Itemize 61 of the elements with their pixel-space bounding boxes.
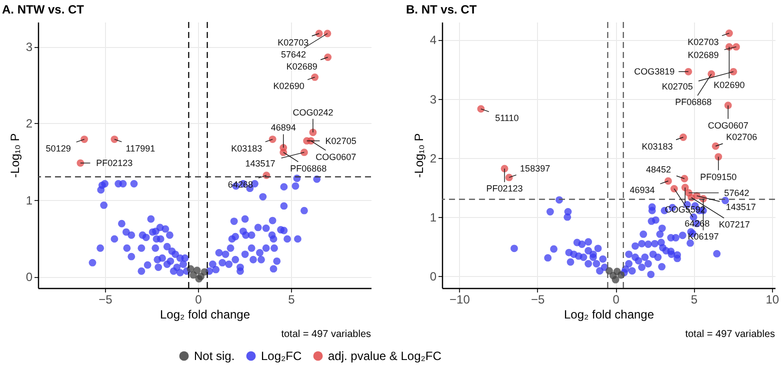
annotation: K02706: [726, 132, 758, 142]
text: total = 497 variables: [281, 329, 371, 340]
annotation: 48452: [646, 164, 671, 175]
annotation: K02689: [688, 50, 719, 60]
annotation: 143517: [245, 158, 276, 168]
annotation: PF06868: [290, 163, 327, 174]
annotation: K02703: [688, 37, 719, 48]
y-tick-label: 4: [430, 33, 437, 48]
annotation: K02705: [662, 82, 693, 92]
y-tick-label: 0: [26, 270, 33, 284]
annotation: 50129: [46, 143, 71, 154]
x-axis-title: Log₂ fold change: [564, 308, 654, 322]
annotation: K02705: [325, 136, 356, 146]
annotation: COG0242: [292, 107, 334, 118]
annotation: 57642: [724, 188, 750, 198]
y-tick-label: 3: [26, 40, 33, 54]
annotation: K03183: [642, 141, 673, 152]
y-axis-title: -Log₁₀ P: [412, 133, 426, 178]
annotation: 158397: [520, 163, 550, 174]
annotation: K02689: [286, 61, 318, 72]
y-tick-label: 2: [26, 116, 33, 131]
y-axis-title: -Log₁₀ P: [8, 133, 22, 178]
x-tick-label: −10: [450, 292, 470, 306]
annotation: K02703: [278, 38, 309, 48]
annotation: COG0607: [316, 152, 356, 162]
annotation: PF02123: [486, 184, 523, 194]
y-tick-label: 1: [26, 193, 33, 208]
chart-title: A. NTW vs. CT: [2, 2, 85, 16]
annotation: 46934: [630, 185, 655, 196]
y-tick-label: 2: [430, 151, 437, 166]
x-tick-label: 0: [612, 292, 620, 306]
x-tick-label: −5: [98, 292, 113, 306]
annotation: 46894: [270, 122, 296, 133]
y-tick-label: 3: [430, 92, 437, 106]
annotation: K02690: [273, 81, 304, 92]
annotation: PF06868: [675, 97, 712, 108]
annotation: 117991: [126, 143, 156, 154]
annotation: K06197: [688, 232, 719, 242]
x-tick-label: 10: [766, 292, 780, 306]
x-tick-label: 5: [690, 292, 698, 306]
x-tick-label: −5: [531, 292, 546, 306]
annotation: K03183: [231, 143, 262, 154]
annotation: PF09150: [700, 172, 737, 182]
annotation: 143517: [726, 202, 756, 212]
annotation: K07217: [718, 220, 750, 230]
legend-label: adj. pvalue & Log₂FC: [328, 349, 442, 363]
x-tick-label: 0: [195, 292, 202, 306]
annotation: COG0607: [708, 120, 748, 130]
annotation: K02690: [714, 80, 745, 90]
y-tick-label: 1: [430, 210, 437, 225]
annotation: 51110: [495, 112, 519, 123]
x-tick-label: 5: [288, 292, 296, 306]
x-axis-title: Log₂ fold change: [160, 308, 250, 322]
chart-title: B. NT vs. CT: [406, 2, 478, 16]
legend-label: Not sig.: [194, 349, 235, 363]
legend-label: Log₂FC: [261, 349, 302, 363]
annotation: PF02123: [96, 158, 133, 168]
y-tick-label: 0: [430, 270, 437, 284]
annotation: COG3819: [634, 66, 675, 77]
annotation: 57642: [280, 50, 306, 60]
text: total = 497 variables: [685, 329, 775, 340]
